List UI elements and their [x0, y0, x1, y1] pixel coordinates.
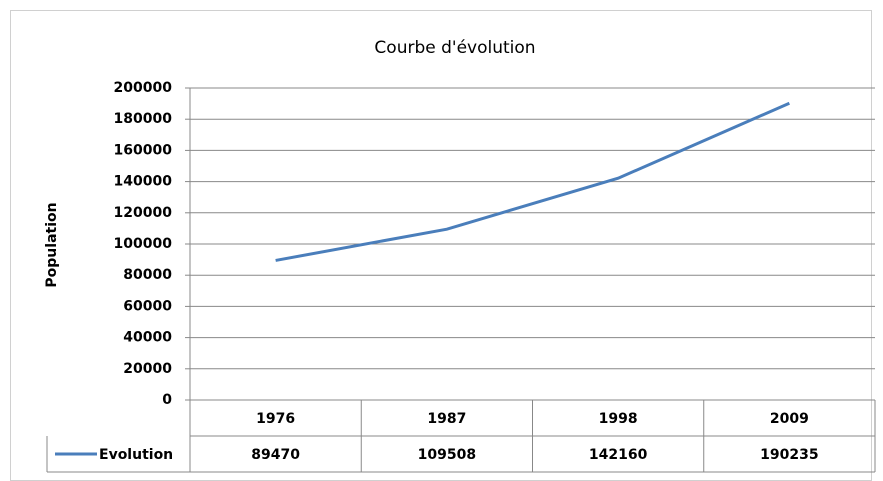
- y-tick-label: 140000: [114, 174, 173, 190]
- x-tick-label: 2009: [770, 411, 809, 427]
- x-tick-label: 1976: [256, 411, 295, 427]
- table-value: 109508: [418, 447, 476, 463]
- y-tick-label: 120000: [114, 205, 173, 221]
- table-value: 89470: [251, 447, 300, 463]
- y-tick-label: 200000: [114, 80, 173, 96]
- table-value: 142160: [589, 447, 648, 463]
- y-tick-label: 0: [162, 392, 172, 408]
- chart-title: Courbe d'évolution: [374, 38, 535, 58]
- y-tick-label: 60000: [123, 298, 172, 314]
- line-series: [275, 101, 790, 262]
- table-value: 190235: [760, 447, 818, 463]
- x-tick-label: 1998: [599, 411, 638, 427]
- y-tick-label: 20000: [123, 361, 172, 377]
- legend-label: Evolution: [99, 447, 173, 463]
- chart-frame: [10, 10, 872, 481]
- y-tick-label: 40000: [123, 330, 172, 346]
- y-axis-label: Population: [44, 202, 60, 287]
- y-tick-label: 180000: [114, 111, 173, 127]
- x-tick-label: 1987: [427, 411, 466, 427]
- y-tick-label: 160000: [114, 142, 173, 158]
- y-tick-label: 80000: [123, 267, 172, 283]
- y-tick-label: 100000: [114, 236, 173, 252]
